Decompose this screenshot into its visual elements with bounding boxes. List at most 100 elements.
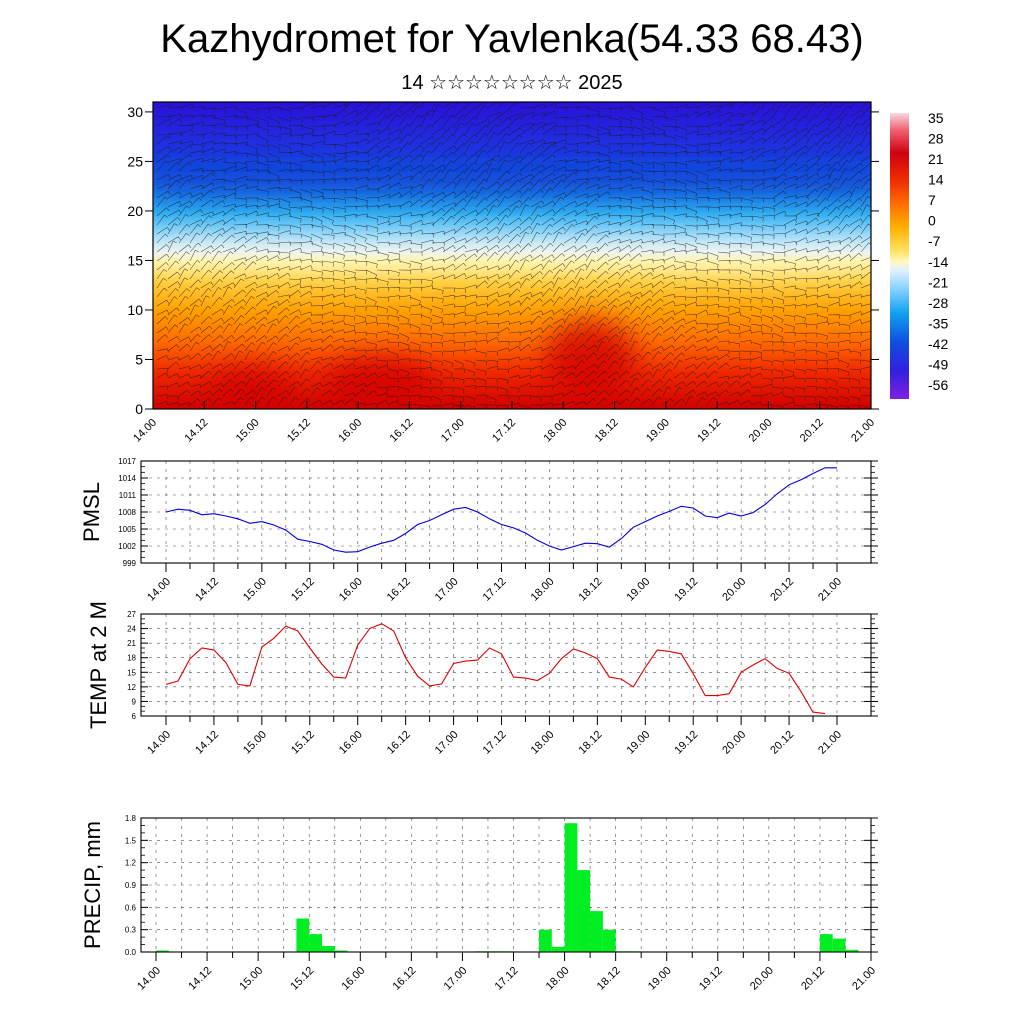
- xtick-label: 19.00: [646, 965, 674, 993]
- heatmap-xtick-label: 19.00: [644, 417, 672, 445]
- heatmap-xtick-label: 16.12: [388, 417, 416, 445]
- temp-frame: [140, 613, 872, 717]
- colorbar-label: 35: [928, 110, 944, 126]
- xtick-label: 20.00: [720, 729, 748, 757]
- xtick-label: 21.00: [816, 576, 844, 604]
- xtick-label: 18.12: [577, 729, 605, 757]
- xtick-label: 19.00: [624, 576, 652, 604]
- heatmap-ytick-label: 20: [127, 203, 143, 219]
- ytick-label: 21: [127, 639, 136, 648]
- ytick-label: 6: [132, 712, 137, 721]
- ytick-label: 1008: [118, 508, 136, 517]
- precip-bar: [564, 823, 578, 952]
- xtick-label: 21.00: [816, 729, 844, 757]
- xtick-label: 17.12: [481, 576, 509, 604]
- ytick-label: 12: [127, 683, 136, 692]
- heatmap-xtick-label: 18.12: [593, 417, 621, 445]
- xtick-label: 17.00: [433, 729, 461, 757]
- xtick-label: 15.12: [289, 576, 317, 604]
- xtick-label: 17.12: [493, 965, 521, 993]
- chart-title: Kazhydromet for Yavlenka(54.33 68.43): [160, 17, 864, 61]
- temp-line: [165, 623, 826, 715]
- xtick-label: 19.12: [672, 576, 700, 604]
- temp-ylabel: TEMP at 2 M: [86, 601, 111, 729]
- colorbar-label: -56: [928, 377, 948, 393]
- colorbar-label: -14: [928, 254, 948, 270]
- xtick-label: 20.12: [799, 965, 827, 993]
- ytick-label: 999: [123, 559, 137, 568]
- ytick-label: 0.3: [125, 926, 137, 935]
- xtick-label: 15.12: [289, 729, 317, 757]
- colorbar-label: 28: [928, 131, 944, 147]
- ytick-label: 0.0: [125, 948, 137, 957]
- colorbar-label: -49: [928, 356, 948, 372]
- ytick-label: 27: [127, 610, 136, 619]
- precip-bar: [602, 929, 616, 952]
- pmsl-frame: [140, 460, 872, 564]
- xtick-label: 18.12: [595, 965, 623, 993]
- heatmap-xtick-label: 20.00: [747, 417, 775, 445]
- heatmap-xtick-label: 15.00: [234, 417, 262, 445]
- temperature-section-panel: 0 5 10 15 20 25 30 14.00 14.12 15.00 15.12 16.00 16…: [127, 101, 948, 445]
- xtick-label: 15.12: [288, 965, 316, 993]
- precip-bar: [156, 950, 169, 952]
- ytick-label: 1002: [118, 542, 136, 551]
- ytick-label: 0.9: [125, 881, 137, 890]
- warm-core: [325, 357, 435, 409]
- xtick-label: 14.12: [193, 729, 221, 757]
- xtick-label: 16.00: [337, 576, 365, 604]
- xtick-label: 14.00: [145, 576, 173, 604]
- precip-ylabel: PRECIP, mm: [80, 821, 105, 949]
- heatmap-xtick-label: 16.00: [336, 417, 364, 445]
- xtick-label: 17.00: [442, 965, 470, 993]
- heatmap-xtick-label: 20.12: [798, 417, 826, 445]
- heatmap-xtick-label: 17.00: [439, 417, 467, 445]
- warm-core: [205, 370, 295, 409]
- precip-bar: [322, 946, 335, 952]
- xtick-label: 15.00: [237, 965, 265, 993]
- heatmap-ytick-label: 30: [127, 104, 143, 120]
- xtick-label: 16.00: [337, 729, 365, 757]
- heatmap-xtick-label: 14.00: [131, 417, 159, 445]
- heatmap-xtick-label: 17.12: [490, 417, 518, 445]
- colorbar-ramp: [890, 113, 909, 399]
- temp-panel: TEMP at 2 M 6 9 12 15 18 21 24 27 14.00 14.12 15.0…: [86, 601, 878, 757]
- precip-frame: [140, 817, 872, 953]
- precip-bar: [577, 870, 591, 952]
- precip-bar: [551, 946, 565, 952]
- pmsl-panel: PMSL 999 1002 1005 1008 1011 1014 1017 14.00 14.…: [79, 457, 878, 604]
- cold-layer: [153, 170, 871, 192]
- ytick-label: 1.5: [125, 836, 137, 845]
- precip-bar: [334, 950, 348, 952]
- heatmap-xtick-label: 14.12: [182, 417, 210, 445]
- pmsl-ylabel: PMSL: [79, 482, 104, 542]
- colorbar-label: -35: [928, 315, 948, 331]
- precip-bar: [819, 934, 833, 952]
- precip-bar: [539, 929, 552, 952]
- heatmap-xtick-label: 19.12: [695, 417, 723, 445]
- heatmap-ytick-label: 25: [127, 153, 143, 169]
- xtick-label: 14.12: [193, 576, 221, 604]
- ytick-label: 1.8: [125, 814, 137, 823]
- ytick-label: 15: [127, 668, 136, 677]
- heatmap-y-axis: 0 5 10 15 20 25 30: [127, 104, 879, 417]
- chart-subtitle: 14 ☆☆☆☆☆☆☆☆ 2025: [401, 72, 623, 94]
- heatmap-ytick-label: 0: [135, 401, 143, 417]
- heatmap-xtick-label: 15.12: [285, 417, 313, 445]
- xtick-label: 20.12: [768, 729, 796, 757]
- colorbar-label: 14: [928, 172, 944, 188]
- xtick-label: 18.00: [544, 965, 572, 993]
- colorbar: 35 28 21 14 7 0 -7 -14 -21 -28 -35 -42 -49 -56: [890, 110, 948, 399]
- precip-bar: [590, 911, 603, 952]
- colorbar-label: -42: [928, 336, 948, 352]
- colorbar-label: -7: [928, 233, 941, 249]
- ytick-label: 24: [127, 625, 136, 634]
- precip-panel: PRECIP, mm 0.0 0.3 0.6 0.9 1.2 1.5 1.8 14.00 14.…: [80, 814, 878, 993]
- xtick-label: 17.12: [481, 729, 509, 757]
- xtick-label: 14.00: [145, 729, 173, 757]
- xtick-label: 18.00: [529, 576, 557, 604]
- heatmap-warm-cores: [153, 170, 871, 409]
- xtick-label: 14.00: [135, 965, 163, 993]
- ytick-label: 9: [132, 697, 137, 706]
- precip-bar: [832, 938, 846, 952]
